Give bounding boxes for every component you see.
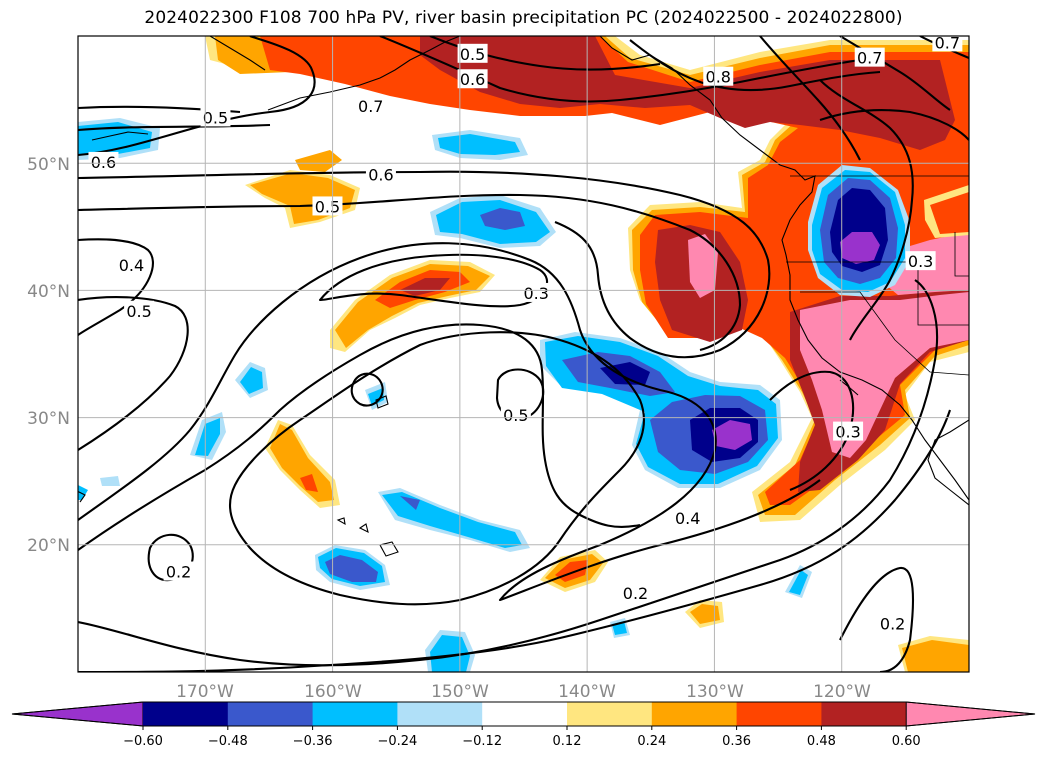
svg-text:0.2: 0.2: [166, 563, 191, 582]
colorbar-swatch: [227, 702, 314, 726]
pv-contours: [78, 36, 969, 672]
contour-label: 0.5: [457, 43, 488, 64]
contour-label: 0.7: [932, 33, 963, 52]
lon-label: 170°W: [176, 682, 234, 702]
contour-label: 0.5: [124, 300, 155, 321]
colorbar-tick-label: 0.12: [553, 734, 582, 749]
colorbar-swatch: [651, 702, 738, 726]
contour-label: 0.3: [521, 282, 552, 303]
svg-text:0.6: 0.6: [368, 166, 393, 185]
contour-label: 0.5: [200, 107, 231, 127]
svg-text:0.4: 0.4: [675, 509, 700, 528]
svg-text:0.6: 0.6: [91, 153, 116, 172]
svg-text:0.4: 0.4: [119, 256, 144, 275]
colorbar-tick-label: −0.24: [377, 734, 417, 749]
contour-label: 0.7: [355, 95, 386, 116]
colorbar-swatch: [567, 702, 653, 726]
svg-text:0.7: 0.7: [935, 33, 960, 52]
contour-label: 0.6: [365, 164, 396, 185]
svg-text:0.7: 0.7: [857, 49, 882, 68]
lon-label: 160°W: [304, 682, 362, 702]
svg-text:0.2: 0.2: [880, 615, 905, 634]
lon-label: 130°W: [686, 682, 744, 702]
lon-label: 140°W: [558, 682, 616, 702]
contour-label: 0.4: [116, 254, 147, 275]
colorbar-swatch: [397, 702, 483, 726]
longitude-labels: 170°W 160°W 150°W 140°W 130°W 120°W: [176, 682, 871, 702]
lat-label: 20°N: [27, 536, 70, 556]
map-panel: 0.5 0.6 0.7 0.8 0.7 0.7 0.5 0.6 0.6 0.5 0.4 0.5 0.3 0…: [77, 33, 970, 673]
colorbar-tick-label: 0.60: [892, 734, 921, 749]
colorbar-swatch: [312, 702, 398, 726]
svg-text:0.3: 0.3: [524, 284, 549, 303]
svg-text:0.2: 0.2: [623, 584, 648, 603]
map-title: 2024022300 F108 700 hPa PV, river basin …: [144, 8, 903, 28]
latitude-labels: 50°N 40°N 30°N 20°N: [27, 155, 70, 556]
contour-label: 0.8: [703, 66, 734, 87]
contour-labels: 0.5 0.6 0.7 0.8 0.7 0.7 0.5 0.6 0.6 0.5 0.4 0.5 0.3 0…: [88, 33, 963, 634]
colorbar-tick-label: −0.48: [208, 734, 248, 749]
contour-label: 0.7: [854, 47, 885, 68]
colorbar: −0.60 −0.48 −0.36 −0.24 −0.12 0.12 0.24 0.36 0.4…: [11, 701, 1036, 749]
colorbar-extend-max: [905, 701, 1036, 727]
colorbar-swatch: [482, 702, 568, 726]
lon-label: 150°W: [431, 682, 489, 702]
lat-label: 40°N: [27, 282, 70, 302]
contour-label: 0.5: [312, 196, 343, 216]
colorbar-tick-label: −0.12: [462, 734, 502, 749]
contour-label: 0.2: [163, 561, 194, 582]
contour-label: 0.2: [877, 613, 908, 634]
colorbar-swatch: [821, 702, 907, 726]
colorbar-tick-label: 0.36: [722, 734, 751, 749]
contour-label: 0.3: [905, 251, 936, 271]
svg-text:0.6: 0.6: [460, 70, 485, 89]
colorbar-extend-min: [11, 701, 144, 727]
colorbar-tick-label: 0.24: [637, 734, 666, 749]
gridlines: [78, 36, 969, 672]
contour-label: 0.6: [457, 69, 488, 89]
svg-text:0.5: 0.5: [203, 108, 228, 127]
svg-text:0.5: 0.5: [460, 45, 485, 64]
contour-label: 0.3: [833, 421, 864, 442]
svg-text:0.3: 0.3: [835, 423, 860, 442]
lat-label: 50°N: [27, 155, 70, 175]
lat-label: 30°N: [27, 409, 70, 429]
contour-label: 0.6: [88, 151, 119, 172]
contour-label: 0.2: [620, 583, 651, 603]
colorbar-tick-label: −0.60: [123, 734, 163, 749]
colorbar-tick-label: −0.36: [293, 734, 333, 749]
contour-label: 0.5: [500, 405, 531, 425]
shading-negative: [78, 118, 910, 672]
shading-positive: [205, 36, 969, 672]
colorbar-tick-label: 0.48: [807, 734, 836, 749]
colorbar-swatch: [736, 702, 822, 726]
svg-text:0.5: 0.5: [126, 302, 151, 321]
colorbar-swatch: [143, 702, 229, 726]
lon-label: 120°W: [813, 682, 871, 702]
contour-label: 0.4: [672, 508, 703, 528]
svg-text:0.5: 0.5: [503, 406, 528, 425]
svg-text:0.3: 0.3: [908, 252, 933, 271]
svg-text:0.5: 0.5: [315, 197, 340, 216]
svg-text:0.8: 0.8: [706, 68, 731, 87]
svg-text:0.7: 0.7: [358, 97, 383, 116]
